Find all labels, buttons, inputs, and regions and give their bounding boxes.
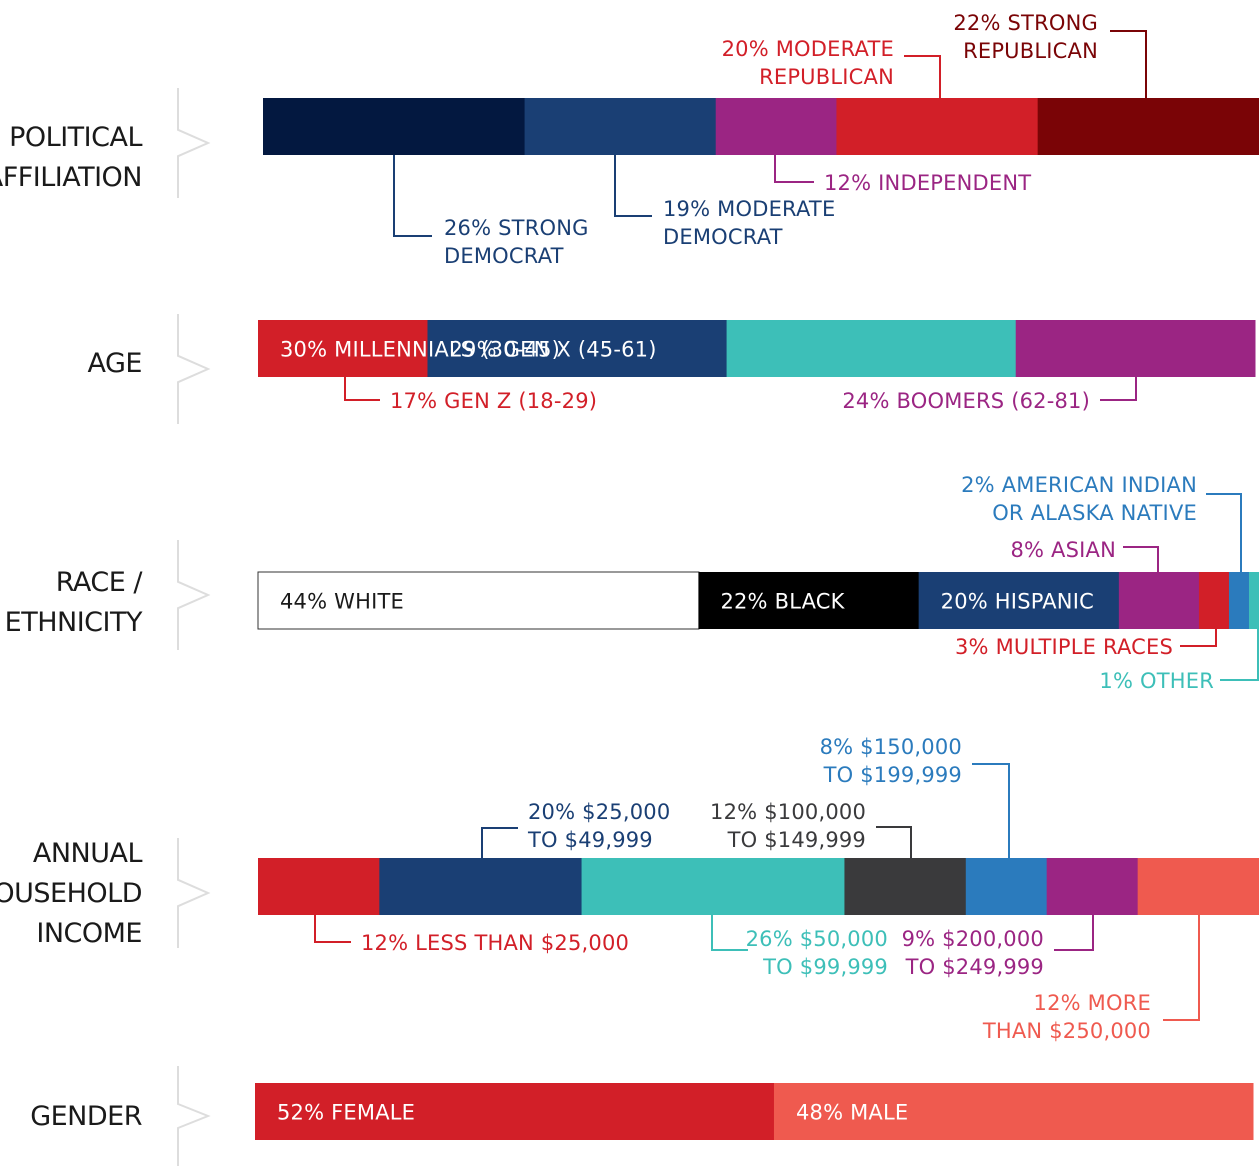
annotation-strong-democrat: 26% STRONG DEMOCRAT [444, 216, 589, 268]
inbar-label-52-female: 52% FEMALE [277, 1101, 415, 1125]
row-label-annual-household-income: ANNUALHOUSEHOLDINCOME [0, 838, 142, 949]
chevron-icon [177, 1066, 211, 1166]
bar-segment-age-3 [1015, 320, 1256, 377]
annotation-100k-149k: 12% $100,000 TO $149,999 [710, 800, 866, 852]
annotation-gen-z: 17% GEN Z (18-29) [390, 389, 597, 413]
bar-segment-annual-household-income-3 [844, 858, 967, 915]
leader-multiple-races [1180, 629, 1217, 647]
bar-segment-age-1 [427, 320, 728, 377]
annotation-more-250k: 12% MORE THAN $250,000 [982, 991, 1151, 1043]
bar-segment-age-0 [258, 320, 428, 377]
leader-gen-z [344, 377, 380, 401]
leader-moderate-democrat [614, 155, 652, 217]
bar-segment-gender-1 [773, 1083, 1254, 1140]
inbar-label-44-white: 44% WHITE [280, 590, 404, 614]
bar-segment-race-ethnicity-6 [1248, 572, 1259, 629]
leader-25k-49k [481, 827, 518, 858]
annotation-multiple-races: 3% MULTIPLE RACES [955, 635, 1173, 659]
annotation-other: 1% OTHER [1099, 669, 1214, 693]
bar-segment-gender-0 [255, 1083, 775, 1140]
leader-independent [774, 155, 814, 183]
bar-segment-race-ethnicity-1 [698, 572, 920, 629]
annotation-independent: 12% INDEPENDENT [824, 171, 1031, 195]
bar-segment-annual-household-income-4 [965, 858, 1048, 915]
annotation-moderate-republican: 20% MODERATE REPUBLICAN [722, 37, 894, 89]
annotation-american-indian: 2% AMERICAN INDIAN OR ALASKA NATIVE [961, 473, 1197, 525]
chevron-icon [177, 314, 211, 424]
bar-segment-political-affiliation-2 [715, 98, 837, 155]
leader-100k-149k [876, 826, 912, 858]
leader-other [1220, 629, 1259, 681]
leader-50k-99k [711, 915, 748, 951]
annotation-200k-249k: 9% $200,000 TO $249,999 [902, 927, 1044, 979]
annotation-50k-99k: 26% $50,000 TO $99,999 [746, 927, 888, 979]
leader-less-25k [314, 915, 351, 943]
leader-moderate-republican [904, 55, 941, 98]
chevron-icon [177, 88, 211, 198]
annotation-asian: 8% ASIAN [1010, 538, 1116, 562]
bar-segment-political-affiliation-0 [263, 98, 526, 155]
bar-segment-annual-household-income-2 [581, 858, 845, 915]
leader-more-250k [1163, 915, 1200, 1021]
bar-segment-annual-household-income-1 [379, 858, 583, 915]
inbar-label-48-male: 48% MALE [796, 1101, 908, 1125]
leader-boomers [1100, 377, 1137, 401]
bar-segment-race-ethnicity-5 [1228, 572, 1250, 629]
bar-segment-race-ethnicity-4 [1198, 572, 1230, 629]
bar-segment-race-ethnicity-2 [918, 572, 1120, 629]
annotation-boomers: 24% BOOMERS (62-81) [842, 389, 1090, 413]
annotation-25k-49k: 20% $25,000 TO $49,999 [527, 800, 670, 852]
leader-asian [1123, 546, 1159, 572]
bar-segment-annual-household-income-6 [1137, 858, 1259, 915]
inbar-label-20-hispanic: 20% HISPANIC [941, 590, 1094, 614]
leader-strong-democrat [393, 155, 432, 237]
inbar-label-29-gen-x-45-61: 29% GEN X (45-61) [449, 338, 656, 362]
row-label-gender: GENDER [30, 1101, 142, 1132]
chevron-icon [177, 540, 211, 650]
row-label-race-ethnicity: RACE / ETHNICITY [5, 567, 144, 638]
annotation-strong-republican: 22% STRONG REPUBLICAN [953, 11, 1098, 63]
bar-segment-annual-household-income-5 [1046, 858, 1139, 915]
bar-segment-political-affiliation-4 [1037, 98, 1259, 155]
annotation-moderate-democrat: 19% MODERATE DEMOCRAT [663, 197, 835, 249]
row-label-age: AGE [88, 348, 142, 379]
leader-150k-199k [972, 763, 1010, 858]
row-label-political-affiliation: POLITICAL AFFILIATION [0, 122, 142, 193]
chevron-icon [177, 838, 211, 948]
bar-segment-age-2 [726, 320, 1017, 377]
leader-200k-249k [1054, 915, 1094, 951]
inbar-label-22-black: 22% BLACK [720, 590, 845, 614]
leader-american-indian [1206, 493, 1242, 572]
bar-segment-political-affiliation-1 [524, 98, 717, 155]
bar-segment-political-affiliation-3 [836, 98, 1039, 155]
inbar-label-30-millennials-30-45: 30% MILLENNIALS (30-45) [280, 338, 560, 362]
bar-segment-race-ethnicity-3 [1118, 572, 1200, 629]
annotation-less-25k: 12% LESS THAN $25,000 [361, 931, 629, 955]
bar-segment-annual-household-income-0 [258, 858, 380, 915]
annotation-150k-199k: 8% $150,000 TO $199,999 [820, 735, 962, 787]
leader-strong-republican [1110, 30, 1147, 98]
